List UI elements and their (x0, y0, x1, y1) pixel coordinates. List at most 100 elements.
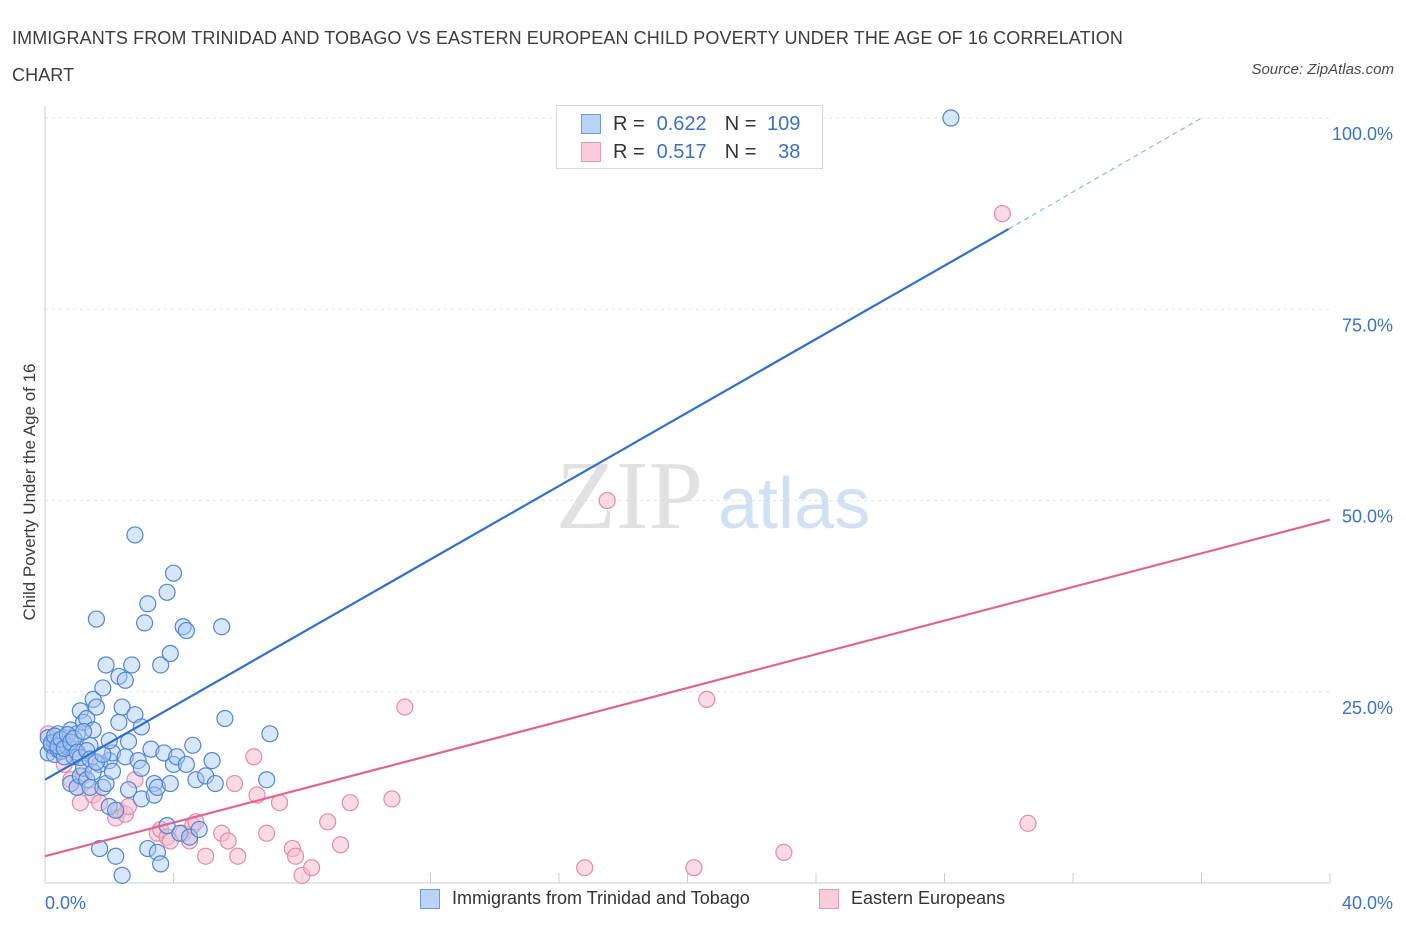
data-point-trinidad-tobago (135, 614, 154, 632)
data-point-trinidad-tobago (171, 824, 189, 842)
data-point-trinidad-tobago (110, 713, 128, 731)
data-point-trinidad-tobago (158, 583, 176, 601)
data-point-trinidad-tobago (132, 759, 150, 777)
y-axis-title: Child Poverty Under the Age of 16 (20, 363, 39, 621)
data-point-eastern-europeans (219, 832, 237, 850)
axes (44, 106, 1331, 884)
watermark-zip: ZIP (556, 442, 703, 550)
source-label: Source: ZipAtlas.com (1251, 61, 1394, 78)
data-point-eastern-europeans (396, 698, 414, 716)
data-point-eastern-europeans (383, 790, 401, 808)
x-tick-label: 40.0% (1342, 893, 1393, 913)
data-point-trinidad-tobago (258, 771, 276, 789)
data-point-trinidad-tobago (142, 740, 160, 758)
data-point-eastern-europeans (319, 813, 337, 831)
stats-row-pink: R = 0.517 N = 38 (581, 139, 800, 165)
data-point-trinidad-tobago (161, 774, 179, 793)
data-point-trinidad-tobago (216, 709, 234, 728)
data-point-trinidad-tobago (177, 621, 195, 640)
series-eastern-europeans (39, 205, 1037, 884)
grid-lines (45, 117, 1330, 693)
legend-swatch-blue (420, 888, 440, 909)
data-point-eastern-europeans (258, 824, 276, 842)
legend-item-eastern-europeans: Eastern Europeans (819, 888, 1005, 909)
data-point-trinidad-tobago (126, 526, 144, 544)
data-point-trinidad-tobago (152, 656, 170, 674)
tick-labels: 100.0% 75.0% 50.0% 25.0% 0.0% 40.0% (45, 124, 1393, 913)
watermark-atlas: atlas (718, 464, 870, 544)
data-point-eastern-europeans (993, 205, 1011, 223)
r-value: 0.622 (656, 112, 707, 135)
r-value: 0.517 (656, 140, 707, 163)
data-point-trinidad-tobago (942, 109, 960, 127)
data-point-eastern-europeans (775, 843, 793, 862)
y-tick-label: 75.0% (1342, 315, 1393, 335)
data-point-trinidad-tobago (164, 564, 183, 582)
data-point-trinidad-tobago (113, 698, 131, 716)
data-point-eastern-europeans (598, 491, 616, 510)
data-point-trinidad-tobago (113, 866, 131, 884)
legend-swatch-blue (581, 114, 601, 134)
data-point-eastern-europeans (286, 847, 305, 865)
stats-row-blue: R = 0.622 N = 109 (581, 111, 800, 137)
data-point-trinidad-tobago (116, 671, 134, 689)
data-point-trinidad-tobago (103, 762, 122, 780)
data-point-trinidad-tobago (87, 698, 106, 716)
data-point-trinidad-tobago (65, 729, 83, 748)
data-point-trinidad-tobago (203, 751, 221, 770)
data-point-trinidad-tobago (119, 781, 138, 799)
data-point-trinidad-tobago (74, 722, 93, 741)
n-label: N = (724, 140, 757, 163)
legend-swatch-pink (581, 142, 601, 162)
data-point-trinidad-tobago (107, 847, 125, 865)
data-point-eastern-europeans (119, 797, 138, 816)
n-value: 109 (767, 112, 801, 135)
data-point-trinidad-tobago (94, 679, 112, 697)
series-trinidad-tobago (39, 109, 960, 884)
data-point-eastern-europeans (1019, 814, 1037, 832)
data-point-trinidad-tobago (155, 744, 173, 762)
legend-swatch-pink (819, 888, 839, 909)
watermark: ZIP atlas (556, 442, 870, 550)
trend-line-eastern-europeans (44, 518, 1331, 858)
data-point-trinidad-tobago (177, 755, 195, 774)
data-point-eastern-europeans (225, 774, 244, 793)
data-point-trinidad-tobago (97, 656, 115, 674)
data-point-trinidad-tobago (148, 778, 167, 796)
trend-lines (44, 117, 1331, 858)
data-point-trinidad-tobago (187, 771, 205, 789)
data-point-trinidad-tobago (139, 595, 157, 613)
data-point-trinidad-tobago (206, 774, 224, 793)
data-point-trinidad-tobago (139, 839, 157, 858)
data-point-trinidad-tobago (123, 656, 141, 674)
data-point-eastern-europeans (197, 847, 215, 865)
data-point-trinidad-tobago (161, 644, 179, 663)
data-point-eastern-europeans (698, 690, 716, 709)
data-point-eastern-europeans (245, 748, 263, 766)
legend-label: Eastern Europeans (851, 888, 1006, 908)
data-point-trinidad-tobago (132, 790, 150, 808)
trend-line-trinidad-tobago (44, 227, 1010, 781)
n-label: N = (724, 112, 757, 135)
data-point-eastern-europeans (685, 859, 703, 877)
n-value: 38 (778, 140, 801, 163)
stats-legend: R = 0.622 N = 109 R = 0.517 N = 38 (556, 105, 823, 169)
data-point-trinidad-tobago (84, 763, 102, 781)
data-point-trinidad-tobago (87, 610, 106, 628)
r-label: R = (613, 140, 645, 163)
data-point-trinidad-tobago (190, 820, 208, 839)
y-tick-label: 100.0% (1332, 124, 1393, 144)
trend-line-extension-trinidad-tobago (1008, 117, 1202, 230)
r-label: R = (613, 112, 645, 135)
data-point-trinidad-tobago (107, 801, 125, 819)
data-point-trinidad-tobago (91, 839, 109, 858)
data-point-eastern-europeans (303, 859, 321, 877)
x-tick-label: 0.0% (45, 893, 86, 913)
data-point-trinidad-tobago (261, 725, 279, 743)
legend-item-trinidad-tobago: Immigrants from Trinidad and Tobago (420, 888, 750, 909)
data-point-eastern-europeans (229, 847, 247, 865)
legend-label: Immigrants from Trinidad and Tobago (452, 888, 750, 908)
y-tick-label: 25.0% (1342, 698, 1393, 718)
data-point-eastern-europeans (576, 859, 594, 877)
